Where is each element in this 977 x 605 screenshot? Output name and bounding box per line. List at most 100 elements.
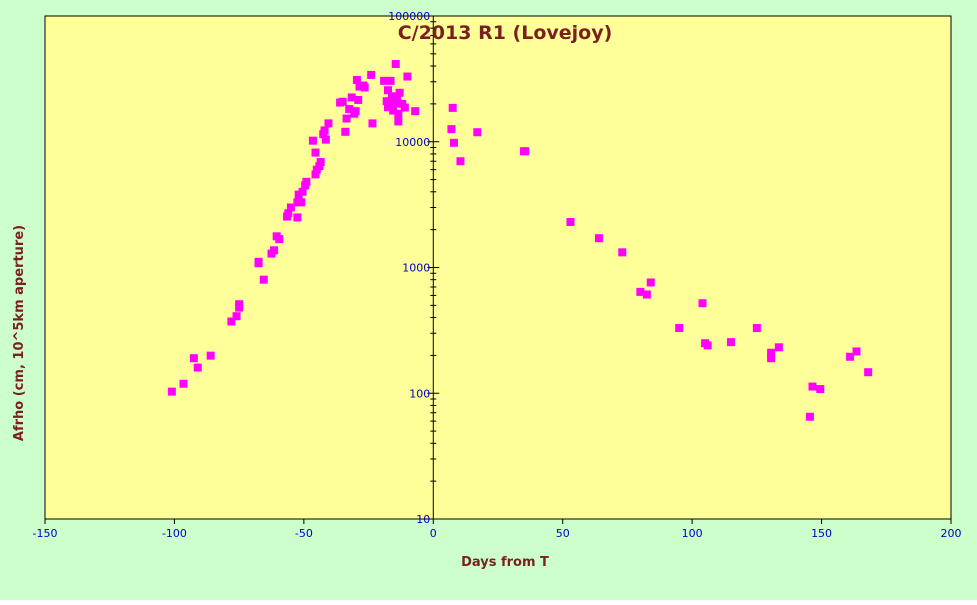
data-point — [354, 95, 363, 104]
data-point — [367, 70, 376, 79]
data-point — [393, 94, 402, 103]
data-point — [193, 363, 202, 372]
x-tick-label: -50 — [295, 527, 313, 540]
data-point — [206, 351, 215, 360]
data-point — [808, 382, 817, 391]
data-point — [636, 287, 645, 296]
data-point — [456, 157, 465, 166]
data-point — [342, 114, 351, 123]
data-point — [726, 338, 735, 347]
data-point — [566, 218, 575, 227]
data-point — [275, 235, 284, 244]
data-point — [380, 76, 389, 85]
data-point — [386, 76, 395, 85]
chart-title: C/2013 R1 (Lovejoy) — [398, 22, 613, 44]
data-point — [338, 97, 347, 106]
data-point — [449, 138, 458, 147]
data-point — [391, 60, 400, 69]
data-point — [382, 97, 391, 106]
x-tick-label: 100 — [682, 527, 703, 540]
data-point — [389, 106, 398, 115]
data-point — [618, 248, 627, 257]
data-point — [360, 83, 369, 92]
data-point — [311, 170, 320, 179]
data-point — [345, 105, 354, 114]
data-point — [284, 209, 293, 218]
data-point — [594, 234, 603, 243]
data-point — [298, 187, 307, 196]
y-tick-label: 10 — [416, 513, 430, 526]
y-tick-label: 10000 — [395, 136, 430, 149]
data-point — [347, 93, 356, 102]
data-point — [411, 107, 420, 116]
data-point — [752, 324, 761, 333]
data-point — [447, 125, 456, 134]
data-point — [846, 352, 855, 361]
data-point — [311, 148, 320, 157]
data-point — [297, 198, 306, 207]
data-point — [816, 385, 825, 394]
x-tick-label: -150 — [33, 527, 58, 540]
x-tick-label: 150 — [811, 527, 832, 540]
data-point — [767, 348, 776, 357]
data-point — [321, 135, 330, 144]
data-point — [320, 126, 329, 135]
data-point — [394, 117, 403, 126]
data-point — [403, 72, 412, 81]
data-point — [390, 99, 399, 108]
data-point — [698, 299, 707, 308]
x-tick-label: 50 — [556, 527, 570, 540]
data-point — [368, 119, 377, 128]
data-point — [235, 300, 244, 309]
data-point — [383, 103, 392, 112]
y-tick-label: 1000 — [402, 262, 430, 275]
data-point — [448, 103, 457, 112]
x-tick-label: 0 — [430, 527, 437, 540]
x-axis-label: Days from T — [461, 555, 549, 570]
data-point — [302, 177, 311, 186]
data-point — [254, 257, 263, 266]
data-point — [387, 92, 396, 101]
data-point — [308, 136, 317, 145]
data-point — [646, 278, 655, 287]
y-tick-label: 100 — [409, 387, 430, 400]
data-point — [703, 341, 712, 350]
y-axis-label: Afrho (cm, 10^5km aperture) — [12, 225, 27, 441]
x-tick-label: 200 — [941, 527, 962, 540]
data-point — [315, 162, 324, 171]
data-point — [324, 119, 333, 128]
data-point — [521, 147, 530, 156]
data-point — [286, 203, 295, 212]
data-point — [352, 75, 361, 84]
data-point — [179, 379, 188, 388]
data-point — [774, 343, 783, 352]
plot-area — [44, 15, 952, 520]
data-point — [864, 368, 873, 377]
data-point — [189, 354, 198, 363]
data-point — [767, 354, 776, 363]
data-point — [394, 109, 403, 118]
data-point — [395, 88, 404, 97]
axes-layer: 10 100 1000 10000 100000 -150 -100 -50 0 50 100 150… — [33, 10, 962, 540]
markers-layer — [167, 60, 873, 421]
data-point — [293, 213, 302, 222]
data-point — [351, 107, 360, 116]
data-point — [473, 128, 482, 137]
data-point — [167, 387, 176, 396]
data-point — [341, 127, 350, 136]
data-point — [227, 317, 236, 326]
data-point — [805, 412, 814, 421]
data-point — [400, 103, 409, 112]
data-point — [675, 324, 684, 333]
data-point — [316, 158, 325, 167]
data-point — [852, 347, 861, 356]
data-point — [232, 312, 241, 321]
x-tick-label: -100 — [162, 527, 187, 540]
data-point — [383, 86, 392, 95]
data-point — [270, 246, 279, 255]
y-tick-label: 100000 — [388, 10, 430, 23]
data-point — [259, 275, 268, 284]
data-point — [642, 290, 651, 299]
